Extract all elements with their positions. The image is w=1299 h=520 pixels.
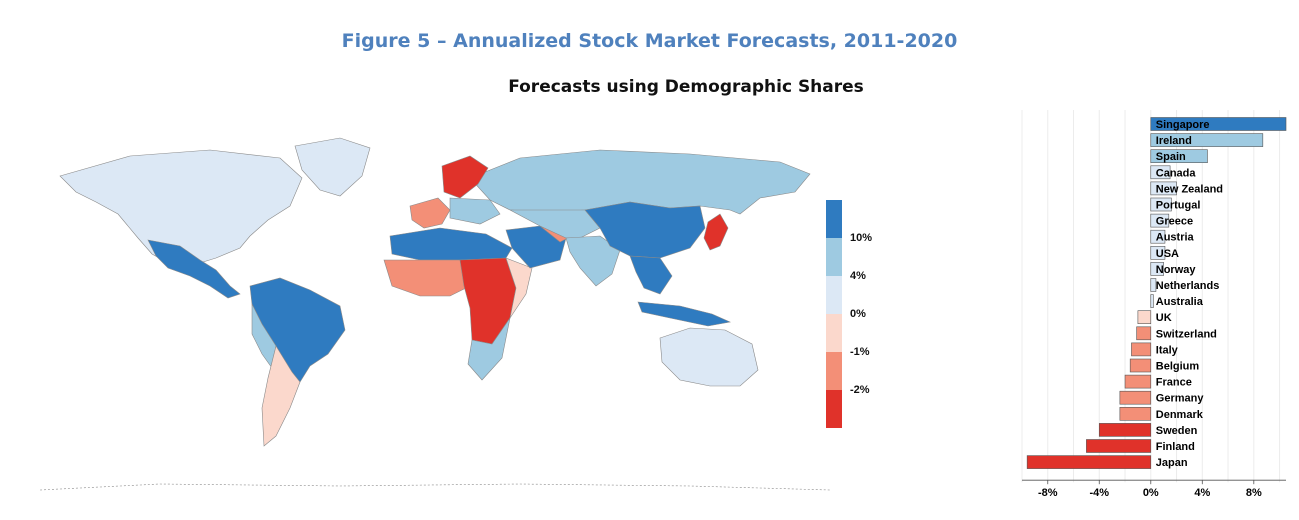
map-region-southeast-asia	[629, 255, 673, 295]
legend-label-4: 4%	[850, 270, 866, 282]
legend-swatch-band-5	[826, 352, 842, 390]
bar-spain	[1150, 149, 1208, 164]
bar-ireland	[1150, 133, 1264, 147]
bar-singapore	[1150, 117, 1287, 131]
bar-label-italy: Italy	[1156, 344, 1179, 356]
map-region-south-asia	[565, 235, 621, 287]
map-region-north-africa	[389, 227, 513, 261]
legend-swatch-band-6	[826, 390, 842, 428]
bar-label-denmark: Denmark	[1156, 409, 1204, 421]
bar-label-canada: Canada	[1156, 167, 1197, 179]
bar-norway	[1150, 262, 1164, 276]
bar-label-ireland: Ireland	[1156, 135, 1192, 147]
map-region-north-america	[59, 149, 303, 267]
map-region-scandinavia	[441, 155, 489, 199]
figure-subtitle: Forecasts using Demographic Shares	[508, 77, 864, 97]
map-region-australia	[659, 327, 759, 387]
map-region-china	[584, 201, 706, 259]
bar-label-greece: Greece	[1156, 216, 1193, 228]
bar-label-belgium: Belgium	[1156, 361, 1200, 373]
bar-canada	[1150, 165, 1171, 180]
bar-label-sweden: Sweden	[1156, 425, 1198, 437]
bar-australia	[1150, 294, 1154, 308]
x-tick-label: -4%	[1089, 487, 1109, 499]
bar-japan	[1026, 455, 1152, 469]
bar-uk	[1137, 310, 1152, 324]
legend-label-minus-2: -2%	[850, 384, 870, 396]
map-region-argentina	[261, 345, 301, 447]
bar-belgium	[1129, 358, 1152, 373]
legend-label-minus-1: -1%	[850, 346, 870, 358]
figure-title: Figure 5 – Annualized Stock Market Forec…	[341, 30, 958, 52]
bar-label-japan: Japan	[1156, 457, 1188, 469]
bar-label-uk: UK	[1156, 312, 1172, 324]
map-region-mexico-central-america	[147, 239, 241, 299]
bar-label-switzerland: Switzerland	[1156, 328, 1217, 340]
bar-sweden	[1098, 423, 1152, 437]
bar-portugal	[1150, 197, 1172, 212]
legend-swatch-band-4	[826, 314, 842, 352]
x-tick-label: 4%	[1194, 487, 1210, 499]
bar-label-new-zealand: New Zealand	[1156, 183, 1223, 195]
bar-label-finland: Finland	[1156, 441, 1195, 453]
bar-label-usa: USA	[1156, 248, 1179, 260]
bar-label-france: France	[1156, 377, 1192, 389]
legend-label-0: 0%	[850, 308, 866, 320]
map-region-greenland	[294, 137, 371, 197]
bar-austria	[1150, 229, 1166, 244]
legend-label-10: 10%	[850, 232, 873, 244]
bar-france	[1124, 374, 1152, 389]
bar-label-germany: Germany	[1156, 393, 1205, 405]
bar-label-norway: Norway	[1156, 264, 1197, 276]
bar-label-austria: Austria	[1156, 232, 1195, 244]
bar-denmark	[1119, 406, 1152, 421]
map-region-antarctica	[40, 483, 830, 491]
country-forecast-bar-chart: Singapore Ireland Spain Canada New Zealand Po…	[1021, 110, 1287, 499]
bar-new-zealand	[1150, 181, 1177, 196]
bar-germany	[1119, 390, 1152, 405]
legend-swatch-band-1	[826, 200, 842, 238]
bar-label-singapore: Singapore	[1156, 119, 1210, 131]
bar-label-australia: Australia	[1156, 296, 1204, 308]
bar-italy	[1131, 342, 1152, 357]
map-region-east-africa	[505, 257, 533, 319]
bar-switzerland	[1136, 326, 1152, 341]
bar-label-netherlands: Netherlands	[1156, 280, 1220, 292]
legend-swatch-band-3	[826, 276, 842, 314]
map-region-europe-east	[449, 197, 501, 225]
bar-label-portugal: Portugal	[1156, 200, 1201, 212]
world-choropleth-map	[40, 137, 830, 491]
x-tick-label: 0%	[1143, 487, 1159, 499]
bar-greece	[1150, 213, 1170, 228]
map-region-west-africa	[383, 259, 471, 297]
bar-label-spain: Spain	[1156, 151, 1186, 163]
bar-usa	[1150, 246, 1166, 260]
map-region-indonesia	[637, 301, 732, 327]
bar-netherlands	[1150, 278, 1157, 292]
x-tick-label: 8%	[1246, 487, 1262, 499]
map-region-southern-africa	[467, 317, 511, 381]
map-region-europe-west	[409, 197, 451, 229]
map-region-japan	[703, 213, 729, 251]
legend-swatch-band-2	[826, 238, 842, 276]
bar-finland	[1086, 439, 1152, 453]
x-tick-label: -8%	[1038, 487, 1058, 499]
